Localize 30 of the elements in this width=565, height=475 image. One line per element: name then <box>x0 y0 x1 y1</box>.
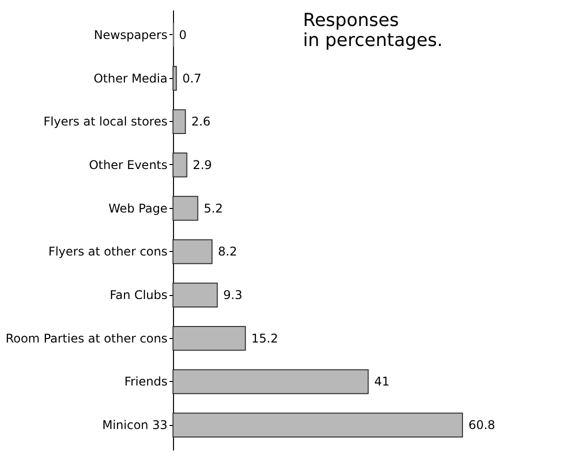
bar <box>172 152 188 178</box>
data-label: 60.8 <box>468 418 496 432</box>
data-label: 5.2 <box>204 201 223 216</box>
annotation: Responses in percentages. <box>303 10 443 51</box>
bar <box>172 326 246 351</box>
y-tick-label: Web Page <box>108 201 168 216</box>
bar <box>172 369 369 394</box>
bar <box>172 196 198 221</box>
y-tick-label: Other Media <box>94 71 168 86</box>
data-label: 0 <box>179 28 187 42</box>
y-tick-label: Newspapers <box>94 28 168 42</box>
data-label: 0.7 <box>182 71 202 86</box>
data-label: 41 <box>374 374 390 389</box>
y-tick-label: Flyers at other cons <box>48 244 168 259</box>
y-tick-label: Room Parties at other cons <box>6 331 168 346</box>
bar <box>172 66 177 91</box>
bar <box>172 412 463 438</box>
y-tick-label: Other Events <box>88 158 168 172</box>
bar <box>172 239 213 264</box>
data-label: 2.9 <box>192 158 212 172</box>
bar <box>172 109 186 134</box>
data-label: 2.6 <box>191 114 210 129</box>
y-tick-label: Minicon 33 <box>102 418 168 432</box>
y-tick-label: Fan Clubs <box>110 288 168 302</box>
data-label: 15.2 <box>251 331 278 346</box>
bar <box>172 282 218 308</box>
y-tick-label: Flyers at local stores <box>44 114 168 129</box>
data-label: 8.2 <box>218 244 238 259</box>
data-label: 9.3 <box>223 288 242 302</box>
y-tick-label: Friends <box>124 374 168 389</box>
